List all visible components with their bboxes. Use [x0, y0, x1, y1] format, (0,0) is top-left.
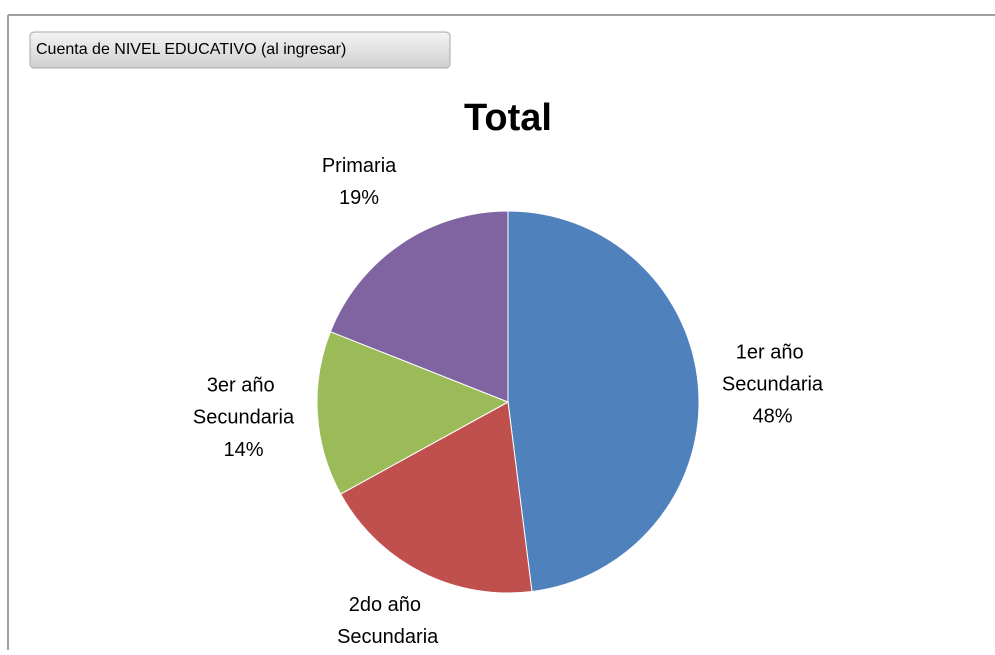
data-label-category: 2do año Secundaria	[337, 594, 439, 648]
data-label-category: 1er año Secundaria	[722, 342, 824, 396]
pie-slice	[316, 331, 510, 495]
data-label-value: 14%	[224, 439, 264, 461]
field-button[interactable]	[29, 31, 451, 69]
data-label-category: 3er año Secundaria	[193, 375, 295, 429]
data-label-value: 48%	[752, 406, 792, 428]
pie-slice	[507, 210, 700, 593]
data-label-category: Primaria	[322, 155, 397, 177]
pie-slice	[339, 401, 533, 594]
field-button-label[interactable]: Cuenta de NIVEL EDUCATIVO (al ingresar)	[36, 41, 346, 58]
chart-title: Total	[464, 97, 552, 139]
data-label-value: 19%	[339, 187, 379, 209]
pie-slice	[329, 210, 509, 403]
